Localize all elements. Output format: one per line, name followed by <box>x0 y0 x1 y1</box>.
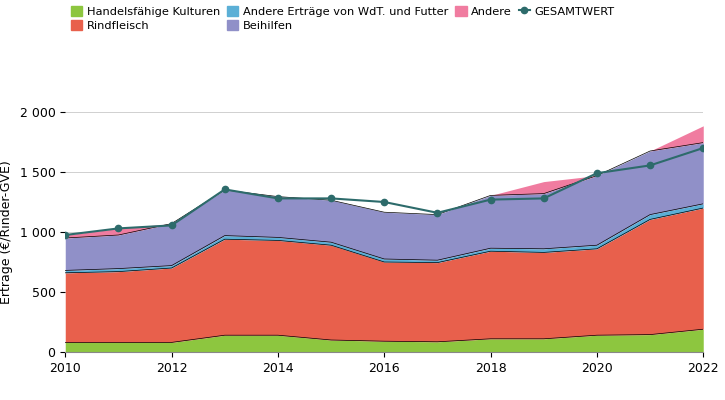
Legend: Handelsfähige Kulturen, Rindfleisch, Andere Erträge von WdT. und Futter, Beihilf: Handelsfähige Kulturen, Rindfleisch, And… <box>71 6 615 31</box>
Y-axis label: Erträge (€/Rinder-GVE): Erträge (€/Rinder-GVE) <box>0 160 13 304</box>
